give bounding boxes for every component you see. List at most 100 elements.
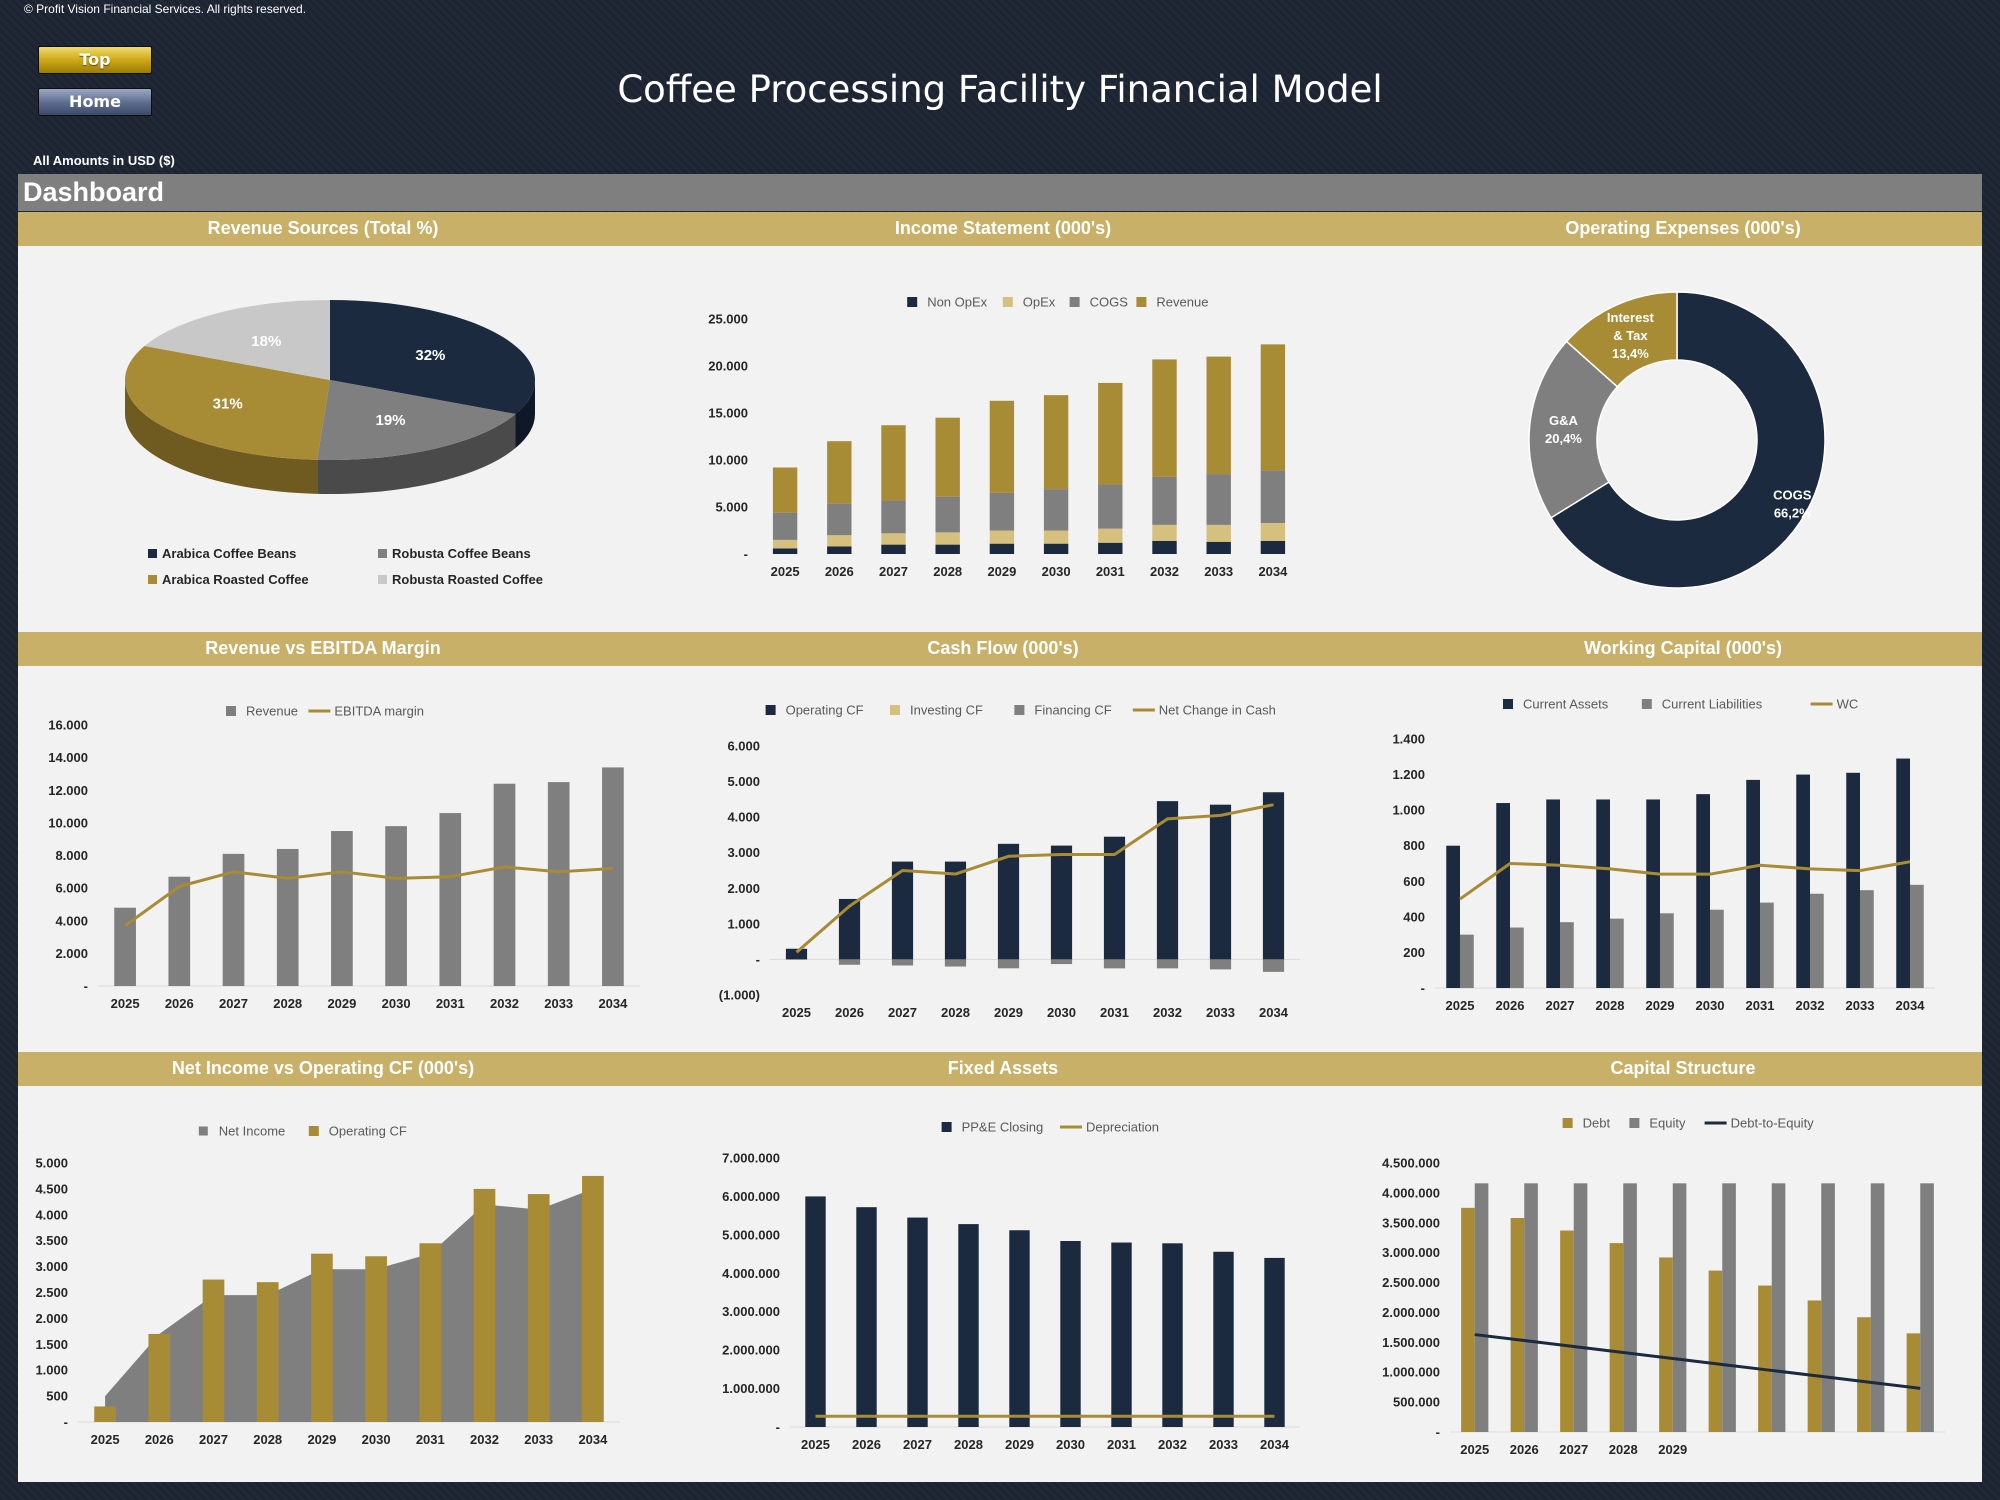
bar-operating-cf-2031 bbox=[1103, 836, 1126, 960]
y-tick-label: - bbox=[776, 1420, 780, 1435]
revenue-sources-title: Revenue Sources (Total %) bbox=[207, 218, 439, 238]
bar-equity-2029 bbox=[1672, 1183, 1687, 1432]
x-tick-label-2031: 2031 bbox=[436, 996, 465, 1011]
cash-flow-chart: (1.000) - 1.000 2.000 3.000 4.000 5.000 6.000 20… bbox=[719, 703, 1300, 1020]
working-capital-title: Working Capital (000's) bbox=[1584, 638, 1782, 658]
legend-swatch-revenue bbox=[226, 706, 236, 716]
legend-swatch-robusta-coffee-beans bbox=[378, 549, 387, 558]
bar-debt-7 bbox=[1807, 1300, 1822, 1432]
x-tick-label-2027: 2027 bbox=[888, 1005, 917, 1020]
bar-operating-cf-2028 bbox=[944, 861, 967, 960]
bar-non-opex-2033 bbox=[1206, 541, 1231, 554]
x-tick-label-2025: 2025 bbox=[1460, 1442, 1489, 1457]
y-tick-label: 4.500 bbox=[35, 1181, 68, 1196]
bar-current-assets-2028 bbox=[1596, 799, 1610, 988]
bar-current-assets-2034 bbox=[1896, 758, 1910, 988]
bar-non-opex-2027 bbox=[881, 544, 906, 554]
x-tick-label-2031: 2031 bbox=[1746, 998, 1775, 1013]
y-tick-label: 5.000 bbox=[715, 500, 748, 515]
y-tick-label: 6.000.000 bbox=[722, 1189, 780, 1204]
bar-non-opex-2034 bbox=[1260, 540, 1286, 554]
x-tick-label-2025: 2025 bbox=[91, 1432, 120, 1447]
x-tick-label-2026: 2026 bbox=[852, 1437, 881, 1452]
y-tick-label: 400 bbox=[1403, 909, 1425, 924]
x-tick-label-2034: 2034 bbox=[1260, 1437, 1290, 1452]
y-tick-label: 1.000.000 bbox=[1382, 1365, 1440, 1380]
y-tick-label: 4.000 bbox=[727, 810, 760, 825]
income-statement-chart: - 5.000 10.000 15.000 20.000 25.000 2025 2026 20… bbox=[708, 295, 1288, 580]
y-tick-label: 1.000.000 bbox=[722, 1381, 780, 1396]
x-tick-label-2029: 2029 bbox=[307, 1432, 336, 1447]
y-tick-label: 8.000 bbox=[55, 848, 88, 863]
bar-current-assets-2026 bbox=[1496, 803, 1510, 988]
home-button[interactable]: Home bbox=[38, 88, 152, 116]
bar-current-assets-2027 bbox=[1546, 799, 1560, 988]
y-tick-label: 1.400 bbox=[1392, 732, 1425, 747]
bar-revenue-2025 bbox=[772, 467, 798, 513]
bar-financing-cf-2028 bbox=[944, 959, 967, 967]
x-tick-label-2025: 2025 bbox=[1446, 998, 1475, 1013]
bar-equity-2027 bbox=[1573, 1183, 1588, 1432]
x-tick-label-2033: 2033 bbox=[1209, 1437, 1238, 1452]
bar-revenue-2034 bbox=[602, 767, 624, 986]
bar-current-liabilities-2033 bbox=[1860, 890, 1874, 988]
donut-slice-cogs bbox=[1550, 291, 1826, 589]
legend-swatch-current-assets bbox=[1503, 699, 1513, 709]
bar-cogs-2026 bbox=[827, 503, 852, 536]
fixed-assets-title: Fixed Assets bbox=[947, 1058, 1059, 1078]
bar-pp-e-closing-2033 bbox=[1213, 1251, 1234, 1427]
bar-equity-2028 bbox=[1623, 1183, 1637, 1432]
bar-debt-2029 bbox=[1659, 1257, 1673, 1432]
bar-operating-cf-2028 bbox=[256, 1282, 279, 1422]
bar-opex-2033 bbox=[1206, 524, 1231, 542]
legend-swatch-debt bbox=[1562, 1118, 1573, 1128]
bar-opex-2030 bbox=[1043, 530, 1069, 544]
bar-pp-e-closing-2032 bbox=[1162, 1243, 1183, 1427]
bar-cogs-2028 bbox=[935, 496, 960, 533]
y-tick-label: 2.000 bbox=[55, 946, 88, 961]
y-tick-label: 3.000.000 bbox=[722, 1304, 780, 1319]
x-tick-label-2032: 2032 bbox=[1153, 1005, 1182, 1020]
legend-swatch-revenue bbox=[1136, 297, 1147, 307]
bar-operating-cf-2034 bbox=[582, 1175, 604, 1422]
legend-label-arabica-roasted-coffee: Arabica Roasted Coffee bbox=[162, 572, 309, 587]
y-tick-label: 2.000.000 bbox=[1382, 1305, 1440, 1320]
legend-swatch-equity bbox=[1629, 1118, 1640, 1128]
x-tick-label-2025: 2025 bbox=[782, 1005, 811, 1020]
bar-current-liabilities-2029 bbox=[1660, 913, 1674, 988]
y-tick-label: 3.500 bbox=[35, 1233, 68, 1248]
bar-financing-cf-2034 bbox=[1262, 959, 1285, 972]
bar-equity-2026 bbox=[1524, 1183, 1538, 1432]
legend-swatch-arabica-coffee-beans bbox=[148, 549, 157, 558]
x-tick-label-2028: 2028 bbox=[1596, 998, 1625, 1013]
y-tick-label: 3.000 bbox=[35, 1259, 68, 1274]
bar-debt-9 bbox=[1906, 1333, 1921, 1432]
donut-slice-g-a bbox=[1528, 340, 1619, 519]
legend-swatch-current-liabilities bbox=[1641, 699, 1652, 709]
y-tick-label: 14.000 bbox=[48, 750, 88, 765]
x-tick-label-2032: 2032 bbox=[1158, 1437, 1187, 1452]
bar-equity-9 bbox=[1920, 1183, 1934, 1432]
pie-slice-robusta-coffee-beans bbox=[317, 380, 516, 460]
x-tick-label-2030: 2030 bbox=[382, 996, 411, 1011]
x-tick-label-2032: 2032 bbox=[1150, 564, 1179, 579]
bar-pp-e-closing-2027 bbox=[907, 1217, 928, 1427]
revenue-ebitda-title: Revenue vs EBITDA Margin bbox=[205, 638, 441, 658]
y-tick-label: 20.000 bbox=[708, 359, 748, 374]
pie-label-arabica-roasted-coffee: 31% bbox=[213, 396, 243, 413]
x-tick-label-2030: 2030 bbox=[1042, 564, 1071, 579]
bar-operating-cf-2025 bbox=[785, 948, 808, 960]
x-tick-label-2029: 2029 bbox=[327, 996, 356, 1011]
copyright-text: © Profit Vision Financial Services. All … bbox=[24, 2, 307, 16]
bar-operating-cf-2026 bbox=[838, 898, 861, 960]
bar-current-liabilities-2030 bbox=[1710, 909, 1724, 988]
bar-current-liabilities-2026 bbox=[1510, 927, 1524, 988]
donut-label-g-a: G&A 20,4% bbox=[1545, 413, 1582, 446]
bar-pp-e-closing-2028 bbox=[958, 1224, 979, 1427]
y-tick-label: 500.000 bbox=[1393, 1395, 1440, 1410]
top-button[interactable]: Top bbox=[38, 46, 152, 74]
y-tick-label: 600 bbox=[1403, 874, 1425, 889]
currency-note: All Amounts in USD ($) bbox=[33, 153, 175, 168]
revenue-sources-chart: 32% 19% 31% 18% Arabica Coffee Beans Robusta … bbox=[124, 300, 543, 587]
